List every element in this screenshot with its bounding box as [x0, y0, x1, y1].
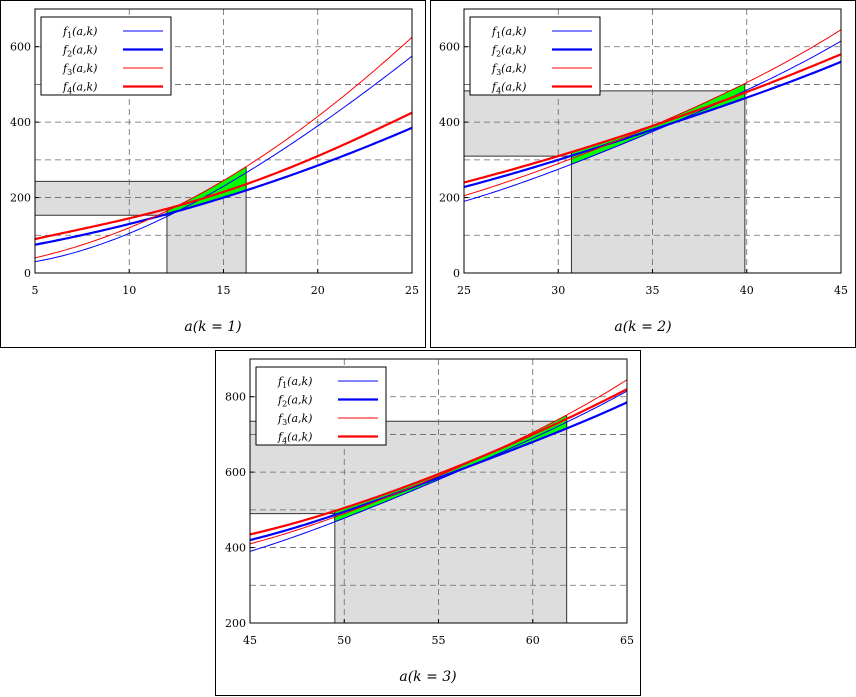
- x-tick-label: 60: [526, 634, 540, 647]
- x-tick-label: 45: [834, 284, 848, 297]
- legend-label-f1: f1(a,k): [277, 375, 312, 390]
- legend-label-f2: f2(a,k): [491, 44, 526, 59]
- y-tick-label: 200: [10, 192, 31, 205]
- legend: f1(a,k) f2(a,k) f3(a,k) f4(a,k): [40, 16, 172, 96]
- chart-k1-caption: a(k = 1): [184, 319, 242, 335]
- y-tick-label: 200: [439, 192, 460, 205]
- legend-label-f2: f2(a,k): [62, 44, 97, 59]
- chart-panel-k2: 25 30 35 40 45 0 200 400 600 f1(a,k) f2(a,k) f3(a,k…: [430, 0, 856, 348]
- x-tick-label: 25: [405, 284, 419, 297]
- legend: f1(a,k) f2(a,k) f3(a,k) f4(a,k): [469, 16, 601, 96]
- legend-label-f4: f4(a,k): [491, 81, 526, 96]
- x-tick-label: 15: [217, 284, 231, 297]
- chart-panel-k3: 45 50 55 60 65 200 400 600 800 f1(a,k) f2(a,k) f3(a…: [215, 350, 641, 696]
- series-line-f1: [35, 55, 412, 263]
- series-line-f2: [464, 60, 841, 189]
- x-tick-label: 45: [243, 634, 257, 647]
- y-tick-label: 400: [225, 542, 246, 555]
- legend-label-f4: f4(a,k): [277, 431, 312, 446]
- y-tick-label: 800: [225, 391, 246, 404]
- y-tick-label: 400: [439, 116, 460, 129]
- y-tick-label: 600: [10, 41, 31, 54]
- chart-k2-svg: 25 30 35 40 45 0 200 400 600 f1(a,k) f2(a,k) f3(a,k…: [439, 8, 848, 297]
- y-tick-label: 200: [225, 617, 246, 630]
- series-line-f2: [35, 126, 412, 246]
- series-line-f4: [35, 111, 412, 241]
- series-line-f4: [464, 53, 841, 184]
- x-tick-label: 10: [122, 284, 136, 297]
- legend-label-f3: f3(a,k): [277, 412, 312, 427]
- series-line-f2: [250, 401, 627, 542]
- series-line-f3: [250, 379, 627, 545]
- chart-k3-caption: a(k = 3): [399, 669, 457, 685]
- series-line-f1: [250, 390, 627, 552]
- legend-label-f3: f3(a,k): [491, 62, 526, 77]
- chart-k1-svg: 5 10 15 20 25 0 200 400 600 f1(a,k) f2(a,k) f3(a,k)…: [10, 8, 419, 297]
- x-tick-label: 50: [337, 634, 351, 647]
- legend-label-f1: f1(a,k): [491, 25, 526, 40]
- series-line-f4: [250, 388, 627, 536]
- x-tick-label: 65: [620, 634, 634, 647]
- legend-label-f1: f1(a,k): [62, 25, 97, 40]
- chart-k2-caption: a(k = 2): [614, 319, 672, 335]
- y-tick-label: 0: [453, 267, 460, 280]
- series-line-f3: [35, 36, 412, 259]
- y-tick-label: 400: [10, 116, 31, 129]
- legend-label-f2: f2(a,k): [277, 394, 312, 409]
- y-tick-label: 0: [24, 267, 31, 280]
- x-tick-label: 5: [32, 284, 39, 297]
- chart-k3-svg: 45 50 55 60 65 200 400 600 800 f1(a,k) f2(a,k) f3(a…: [225, 358, 634, 647]
- x-tick-label: 40: [740, 284, 754, 297]
- legend-label-f4: f4(a,k): [62, 81, 97, 96]
- legend: f1(a,k) f2(a,k) f3(a,k) f4(a,k): [255, 366, 387, 446]
- series-line-f1: [464, 40, 841, 202]
- x-tick-label: 35: [646, 284, 660, 297]
- chart-panel-k1: 5 10 15 20 25 0 200 400 600 f1(a,k) f2(a,k) f3(a,k)…: [0, 0, 426, 348]
- y-tick-label: 600: [225, 466, 246, 479]
- legend-label-f3: f3(a,k): [62, 62, 97, 77]
- x-tick-label: 55: [432, 634, 446, 647]
- x-tick-label: 30: [551, 284, 565, 297]
- x-tick-label: 25: [457, 284, 471, 297]
- y-tick-label: 600: [439, 41, 460, 54]
- x-tick-label: 20: [311, 284, 325, 297]
